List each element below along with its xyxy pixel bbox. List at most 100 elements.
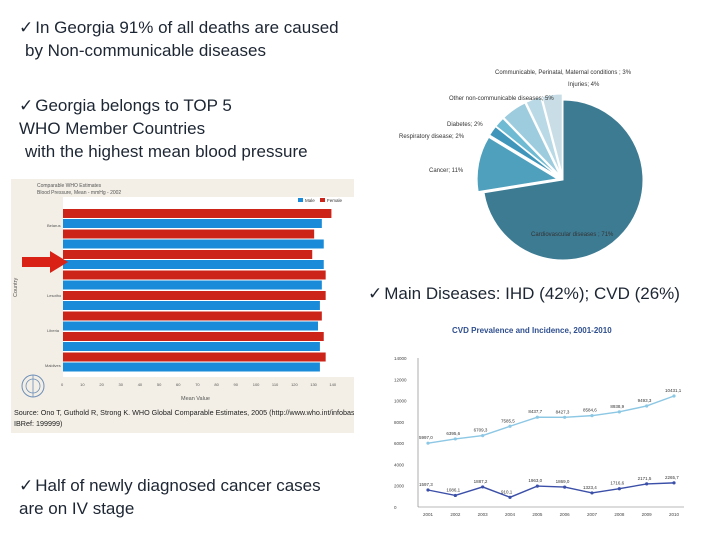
country-label: Belarus — [47, 223, 61, 228]
line-chart-title: CVD Prevalence and Incidence, 2001-2010 — [452, 326, 612, 335]
data-point — [453, 437, 457, 441]
check-icon: ✓ — [19, 96, 34, 115]
data-label: 1716,6 — [610, 481, 624, 486]
x-tick-label: 30 — [119, 382, 124, 387]
data-point — [563, 485, 567, 489]
data-label: 6709,3 — [474, 428, 488, 433]
pie-label-other-ncd: Other non-communicable diseases; 5% — [449, 96, 554, 102]
data-point — [590, 414, 594, 418]
data-point — [645, 482, 649, 486]
x-tick-label: 2004 — [505, 512, 516, 517]
data-label: 8437,7 — [528, 409, 542, 414]
data-label: 9493,3 — [638, 398, 652, 403]
data-point — [672, 394, 676, 398]
data-point — [645, 404, 649, 408]
x-tick-label: 130 — [310, 382, 317, 387]
legend-female: Female — [327, 198, 343, 203]
data-label: 7585,5 — [501, 418, 515, 423]
data-label: 5997,0 — [419, 435, 433, 440]
data-label: 1869,0 — [556, 479, 570, 484]
data-point — [617, 487, 621, 491]
bar-male — [63, 280, 322, 290]
x-tick-label: 2002 — [450, 512, 461, 517]
bar-female — [63, 311, 322, 321]
data-point — [426, 488, 430, 492]
pie-slice — [476, 136, 559, 193]
x-tick-label: 2003 — [478, 512, 489, 517]
x-tick-label: 60 — [176, 382, 181, 387]
x-tick-label: 120 — [291, 382, 298, 387]
bullet-text: Half of newly diagnosed cancer cases — [35, 476, 321, 495]
bullet-text: by Non-communicable diseases — [25, 41, 266, 60]
bullet-text: Georgia belongs to TOP 5 — [35, 96, 232, 115]
x-tick-label: 2010 — [669, 512, 680, 517]
data-point — [535, 415, 539, 419]
y-tick-label: 2000 — [394, 484, 405, 489]
x-tick-label: 50 — [157, 382, 162, 387]
data-point — [617, 410, 621, 414]
x-tick-label: 40 — [138, 382, 143, 387]
y-tick-label: 0 — [394, 505, 397, 510]
x-tick-label: 20 — [99, 382, 104, 387]
data-point — [508, 495, 512, 499]
cvd-line-chart: CVD Prevalence and Incidence, 2001-2010 … — [388, 318, 690, 540]
x-tick-label: 70 — [195, 382, 200, 387]
x-tick-label: 2007 — [587, 512, 598, 517]
bullet-blood-pressure: ✓ Georgia belongs to TOP 5 WHO Member Cou… — [19, 94, 308, 163]
blood-pressure-chart-svg: Comparable WHO Estimates Blood Pressure,… — [13, 183, 359, 428]
check-icon: ✓ — [19, 18, 34, 37]
x-tick-label: 2009 — [642, 512, 653, 517]
data-point — [672, 481, 676, 485]
source-line-2: IBRef: 199999) — [14, 419, 62, 428]
data-label: 10431,1 — [665, 388, 682, 393]
pie-slice — [483, 99, 644, 261]
country-label: Liberia — [47, 328, 60, 333]
bar-male — [63, 321, 318, 331]
who-logo — [21, 374, 45, 398]
data-point — [590, 491, 594, 495]
data-label: 1963,0 — [528, 478, 542, 483]
pie-chart-svg: Communicable, Perinatal, Maternal condit… — [399, 70, 644, 261]
bar-male — [63, 301, 320, 310]
data-point — [426, 441, 430, 445]
line-chart-svg: CVD Prevalence and Incidence, 2001-2010 … — [394, 326, 684, 517]
x-axis-label: Mean Value — [181, 396, 210, 402]
x-tick-label: 2005 — [532, 512, 543, 517]
data-label: 1323,4 — [583, 485, 597, 490]
y-tick-label: 4000 — [394, 462, 405, 467]
country-label: Lesotho — [47, 293, 62, 298]
pie-label-diabetes: Diabetes; 2% — [447, 122, 483, 128]
bar-female — [63, 352, 326, 362]
bar-female — [63, 332, 324, 341]
legend-male-swatch — [298, 198, 303, 202]
bar-male — [63, 219, 322, 228]
data-label: 1086,1 — [446, 487, 460, 492]
data-point — [481, 433, 485, 438]
x-tick-label: 2006 — [560, 512, 571, 517]
bar-male — [63, 239, 324, 249]
bar-female — [63, 209, 332, 218]
pie-slice — [525, 96, 562, 175]
bullet-cancer: ✓ Half of newly diagnosed cancer cases ar… — [19, 474, 321, 520]
data-label: 8938,9 — [610, 404, 624, 409]
check-icon: ✓ — [19, 476, 34, 495]
data-label: 2171,5 — [638, 476, 652, 481]
bar-female — [63, 270, 326, 280]
x-tick-label: 80 — [214, 382, 219, 387]
x-tick-label: 2001 — [423, 512, 434, 517]
data-label: 910,1 — [501, 489, 513, 494]
x-tick-label: 0 — [61, 382, 64, 387]
pie-slice — [495, 117, 559, 177]
x-tick-label: 110 — [272, 382, 279, 387]
y-tick-label: 6000 — [394, 441, 405, 446]
bar-chart-title-2: Blood Pressure, Mean - mmHg - 2002 — [37, 190, 121, 196]
pie-label-injuries: Injuries; 4% — [568, 82, 600, 88]
mortality-pie-chart: Communicable, Perinatal, Maternal condit… — [395, 64, 680, 276]
bullet-ncd-deaths: ✓ In Georgia 91% of all deaths are caused… — [19, 16, 339, 62]
x-tick-label: 100 — [253, 382, 260, 387]
pie-label-cancer: Cancer; 11% — [429, 168, 464, 174]
bullet-text: WHO Member Countries — [19, 119, 206, 138]
series-line — [427, 482, 675, 499]
pie-slice — [541, 93, 563, 175]
bar-male — [63, 260, 324, 269]
